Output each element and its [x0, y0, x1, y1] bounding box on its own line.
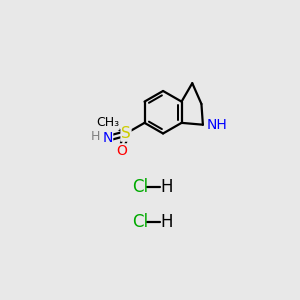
Text: NH: NH	[207, 118, 228, 132]
Text: S: S	[121, 126, 131, 141]
Text: H: H	[91, 130, 100, 143]
Text: H: H	[160, 178, 173, 196]
Text: N: N	[102, 131, 112, 146]
Text: H: H	[160, 213, 173, 231]
Text: Cl: Cl	[132, 178, 148, 196]
Text: Cl: Cl	[132, 213, 148, 231]
Text: CH₃: CH₃	[96, 116, 119, 129]
Text: O: O	[116, 144, 127, 158]
